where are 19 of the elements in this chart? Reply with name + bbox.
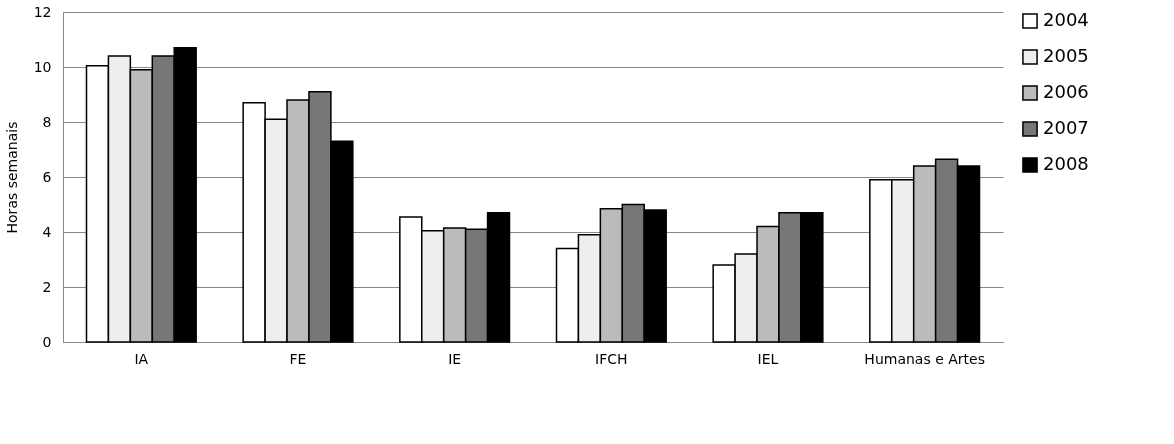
y-tick-label: 0 — [42, 333, 52, 350]
y-tick-label: 12 — [33, 3, 52, 20]
x-tick-label: IA — [134, 350, 149, 367]
y-tick-label: 4 — [42, 223, 52, 240]
x-tick-label: Humanas e Artes — [864, 350, 985, 367]
legend-label: 2004 — [1043, 9, 1089, 30]
x-tick-label: IFCH — [595, 350, 628, 367]
y-tick-label: 6 — [42, 168, 52, 185]
x-tick-label: IEL — [757, 350, 779, 367]
legend-label: 2005 — [1043, 45, 1089, 66]
y-tick-label: 2 — [42, 278, 52, 295]
legend-label: 2008 — [1043, 153, 1089, 174]
y-tick-label: 8 — [42, 113, 52, 130]
y-tick-label: 10 — [33, 58, 52, 75]
y-axis-title: Horas semanais — [3, 121, 20, 234]
legend-label: 2006 — [1043, 81, 1089, 102]
x-tick-label: IE — [448, 350, 462, 367]
x-tick-label: FE — [289, 350, 307, 367]
legend-label: 2007 — [1043, 117, 1089, 138]
